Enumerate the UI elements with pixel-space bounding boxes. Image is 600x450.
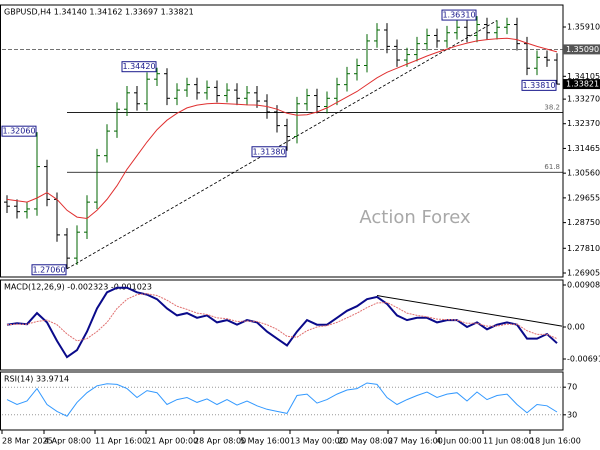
- y-tick-label: 0.00908: [567, 280, 600, 289]
- y-tick-label: 1.30560: [567, 169, 600, 178]
- line: [6, 382, 558, 417]
- annotation-box: [521, 79, 557, 91]
- trendline: [376, 295, 563, 327]
- x-tick-label: 21 Apr 00:00: [146, 437, 198, 446]
- y-tick-label: 1.31465: [567, 144, 600, 153]
- last-price-box: [563, 79, 600, 90]
- x-tick-label: 28 Apr 08:00: [194, 437, 246, 446]
- y-tick-label: 1.27810: [567, 244, 600, 253]
- fib-label: 38.2: [544, 104, 560, 112]
- y-tick-label: 70: [567, 383, 577, 392]
- annotation-label: 1.33810: [522, 81, 555, 90]
- panel-frame: [0, 371, 564, 431]
- annotation-label: 1.32060: [2, 127, 35, 136]
- x-tick-label: 4 Jun 00:00: [436, 437, 482, 446]
- annotation-box: [441, 9, 477, 21]
- x-tick-label: 18 Jun 16:00: [530, 437, 581, 446]
- annotation-box: [121, 61, 157, 73]
- y-tick-label: 1.35910: [567, 22, 600, 31]
- panel-frame: [0, 4, 564, 278]
- price-line-label: 1.35090: [566, 45, 599, 54]
- last-price-label: 1.33821: [566, 80, 599, 89]
- x-tick-label: 5 May 16:00: [240, 437, 290, 446]
- y-tick-label: 0.00: [567, 323, 585, 332]
- x-tick-label: 28 Mar 2025: [2, 437, 53, 446]
- x-tick-label: 27 May 16:00: [388, 437, 443, 446]
- fib-label: 61.8: [544, 163, 560, 171]
- moving-average: [6, 37, 558, 220]
- x-tick-label: 13 May 00:00: [290, 437, 345, 446]
- panel-frame: [0, 279, 564, 371]
- price-line-box: [563, 44, 600, 55]
- y-tick-label: 1.29655: [567, 193, 600, 202]
- y-tick-label: 1.26905: [567, 269, 600, 278]
- annotation-label: 1.36310: [442, 11, 475, 20]
- x-tick-label: 20 May 08:00: [338, 437, 393, 446]
- y-tick-label: 1.34105: [567, 72, 600, 81]
- annotation-box: [1, 125, 37, 137]
- annotation-label: 1.31380: [252, 147, 285, 156]
- x-tick-label: 11 Apr 16:00: [95, 437, 147, 446]
- line: [6, 293, 558, 342]
- x-tick-label: 4 Apr 08:00: [44, 437, 91, 446]
- x-tick-label: 11 Jun 08:00: [483, 437, 534, 446]
- watermark: Action Forex: [359, 207, 471, 228]
- panel-title: MACD(12,26,9) -0.002323 -0.001023: [4, 283, 152, 292]
- annotation-box: [31, 264, 67, 276]
- line: [6, 286, 558, 359]
- panel-title: GBPUSD,H4 1.34140 1.34162 1.33697 1.3382…: [4, 8, 194, 17]
- annotation-label: 1.34420: [122, 62, 155, 71]
- y-tick-label: 1.28750: [567, 218, 600, 227]
- annotation-label: 1.27060: [32, 265, 65, 274]
- annotation-box: [251, 146, 287, 158]
- panel-title: RSI(14) 33.9714: [4, 375, 69, 384]
- y-tick-label: 1.32370: [567, 119, 600, 128]
- y-tick-label: 30: [567, 410, 577, 419]
- y-tick-label: -0.006915: [567, 355, 600, 364]
- y-tick-label: 1.33270: [567, 95, 600, 104]
- trendline: [66, 20, 498, 270]
